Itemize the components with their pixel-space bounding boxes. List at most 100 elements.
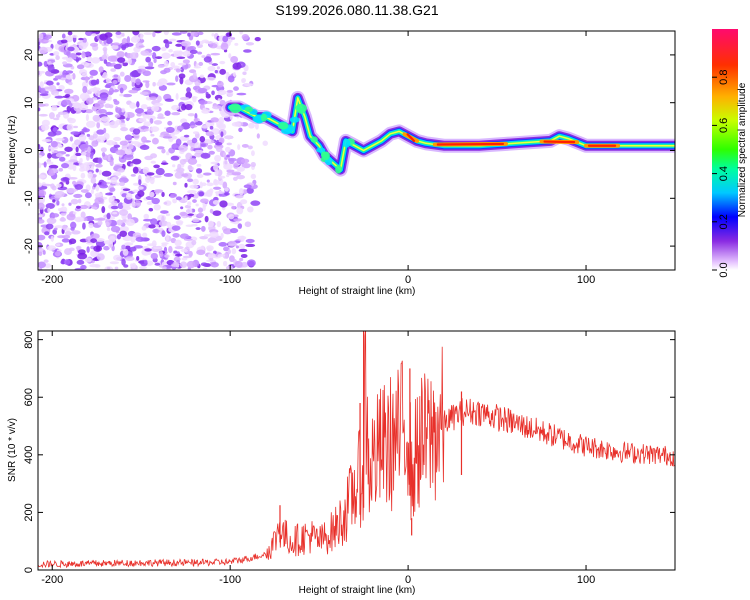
- spectrogram-noise-blob: [63, 50, 71, 56]
- spectrogram-noise-blob: [229, 227, 239, 234]
- spectrogram-ridge-blob: [335, 165, 342, 174]
- spectrogram-noise-blob: [153, 175, 162, 178]
- spectrogram-noise-blob: [233, 163, 239, 169]
- spectrogram-noise-blob: [129, 246, 137, 252]
- spectrogram-noise-blob: [50, 148, 55, 153]
- spectrogram-noise-blob: [140, 33, 144, 40]
- spectrogram-ridge-blob: [321, 151, 330, 161]
- spectrogram-noise-blob: [38, 219, 45, 224]
- spectrogram-noise-blob: [150, 126, 160, 132]
- spectrogram-noise-blob: [236, 207, 244, 215]
- spectrogram-noise-blob: [74, 184, 84, 190]
- spectrogram-noise-blob: [179, 96, 190, 101]
- spectrogram-noise-blob: [214, 69, 218, 74]
- spectrogram-ridge-blob: [261, 113, 268, 122]
- spectrogram-noise-blob: [46, 245, 57, 251]
- spectrogram-noise-blob: [120, 107, 126, 113]
- spectrogram-noise-blob: [179, 261, 188, 268]
- spectrogram-noise-blob: [69, 136, 74, 142]
- spectrogram-noise-blob: [89, 263, 99, 268]
- spectrogram-noise-blob: [95, 168, 99, 173]
- spectrogram-noise-blob: [197, 51, 203, 55]
- spectrogram-noise-blob: [171, 65, 180, 69]
- colorbar-tick-label: 0.6: [718, 118, 730, 133]
- snr-xtick-label: 0: [405, 574, 411, 586]
- spectrogram-noise-blob: [241, 143, 249, 148]
- spectrogram-noise-blob: [47, 64, 55, 73]
- spectrogram-noise-blob: [79, 92, 90, 101]
- spectrogram-noise-blob: [119, 71, 125, 77]
- spectrogram-noise-blob: [202, 107, 207, 112]
- spectrogram-noise-blob: [86, 133, 91, 137]
- spectrogram-noise-blob: [145, 56, 151, 63]
- spectrogram-noise-blob: [162, 135, 173, 139]
- spectrogram-noise-blob: [40, 39, 49, 44]
- spectrogram-noise-blob: [90, 189, 95, 194]
- spectrogram-noise-blob: [38, 261, 47, 269]
- spectrogram-noise-blob: [200, 143, 206, 147]
- spectrogram-noise-blob: [104, 103, 111, 109]
- spectrogram-noise-blob: [153, 189, 164, 193]
- spectrogram-noise-blob: [184, 195, 188, 202]
- spectrogram-noise-blob: [243, 184, 252, 189]
- spectrogram-noise-blob: [79, 157, 83, 164]
- spectrogram-noise: [38, 31, 268, 270]
- spectrogram-noise-blob: [213, 250, 217, 255]
- spectrogram-xtick-label: 100: [577, 274, 595, 286]
- spectrogram-noise-blob: [75, 146, 79, 153]
- spectrogram-noise-blob: [148, 61, 154, 68]
- spectrogram-noise-blob: [216, 80, 224, 88]
- spectrogram-noise-blob: [38, 61, 43, 67]
- spectrogram-noise-blob: [54, 190, 65, 198]
- colorbar-tick-label: 0.0: [718, 262, 730, 277]
- spectrogram-noise-blob: [217, 89, 227, 96]
- spectrogram-noise-blob: [138, 117, 147, 123]
- spectrogram-noise-blob: [247, 206, 254, 213]
- spectrogram-noise-blob: [41, 139, 52, 142]
- spectrogram-noise-blob: [47, 207, 51, 213]
- spectrogram-noise-blob: [179, 158, 187, 165]
- spectrogram-noise-blob: [94, 197, 104, 204]
- spectrogram-noise-blob: [40, 124, 50, 131]
- spectrogram-noise-blob: [133, 132, 140, 140]
- spectrogram-noise-blob: [67, 31, 73, 36]
- spectrogram-noise-blob: [238, 188, 244, 196]
- spectrogram-noise-blob: [95, 238, 105, 242]
- spectrogram-noise-blob: [129, 52, 139, 60]
- spectrogram-noise-blob: [150, 133, 155, 137]
- snr-frame: [37, 330, 676, 571]
- spectrogram-ridge-blob: [289, 116, 300, 123]
- spectrogram-noise-blob: [97, 217, 106, 221]
- spectrogram-noise-blob: [86, 120, 96, 128]
- spectrogram-noise-blob: [62, 61, 68, 65]
- spectrogram-noise-blob: [119, 87, 124, 94]
- spectrogram-noise-blob: [217, 98, 221, 102]
- spectrogram-noise-blob: [143, 213, 150, 220]
- spectrogram-noise-blob: [239, 257, 244, 262]
- spectrogram-noise-blob: [60, 216, 65, 222]
- spectrogram-noise-blob: [120, 127, 129, 132]
- spectrogram-noise-blob: [223, 135, 234, 140]
- spectrogram-noise-blob: [103, 49, 107, 55]
- spectrogram-ridge-blob: [316, 147, 326, 153]
- snr-ytick-label: 600: [23, 388, 35, 406]
- snr-ytick-label: 800: [23, 330, 35, 348]
- spectrogram-noise-blob: [246, 187, 254, 194]
- spectrogram-noise-blob: [46, 161, 54, 165]
- spectrogram-noise-blob: [211, 90, 215, 96]
- colorbar: 0.0 0.2 0.4 0.6 0.8 Normalized spectral ampl…: [712, 29, 748, 278]
- spectrogram-noise-blob: [163, 173, 174, 177]
- spectrogram-noise-blob: [90, 233, 100, 240]
- spectrogram-noise-blob: [197, 31, 204, 36]
- spectrogram-noise-blob: [78, 42, 88, 50]
- spectrogram-noise-blob: [209, 125, 214, 130]
- spectrogram-noise-blob: [224, 192, 230, 196]
- spectrogram-noise-blob: [250, 200, 261, 206]
- spectrogram-noise-blob: [121, 244, 126, 250]
- spectrogram-noise-blob: [192, 131, 200, 135]
- spectrogram-noise-blob: [227, 75, 235, 83]
- spectrogram-noise-blob: [89, 75, 94, 79]
- spectrogram-noise-blob: [111, 44, 119, 50]
- spectrogram-noise-blob: [175, 167, 185, 173]
- spectrogram-noise-blob: [235, 194, 244, 199]
